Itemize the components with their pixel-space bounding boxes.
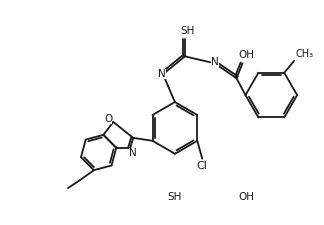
Text: SH: SH: [181, 27, 195, 36]
Text: N: N: [129, 148, 137, 158]
Text: N: N: [158, 69, 166, 79]
Text: O: O: [104, 114, 112, 124]
Text: OH: OH: [238, 50, 254, 60]
Text: OH: OH: [238, 192, 254, 202]
Text: N: N: [211, 57, 219, 67]
Text: CH₃: CH₃: [295, 49, 313, 59]
Text: Cl: Cl: [197, 161, 208, 171]
Text: SH: SH: [168, 192, 182, 202]
